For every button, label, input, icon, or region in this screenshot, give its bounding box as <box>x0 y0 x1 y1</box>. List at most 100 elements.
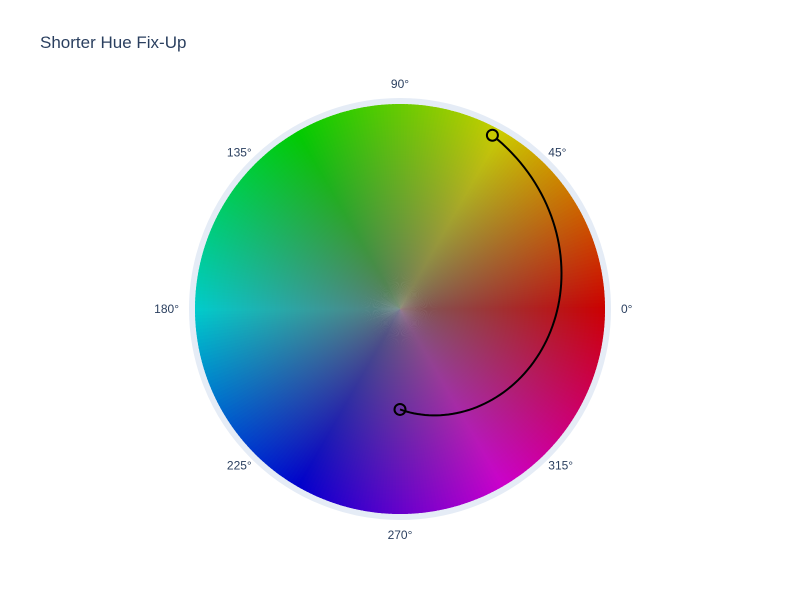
hue-wedge <box>325 309 400 503</box>
hue-wedge <box>400 124 495 310</box>
hue-wedge <box>400 309 554 450</box>
hue-wedge <box>400 309 604 343</box>
hue-wedge <box>220 205 400 309</box>
hue-wedge <box>296 309 400 489</box>
hue-wedge <box>356 309 400 511</box>
hue-wedge <box>400 115 475 309</box>
hue-wedge <box>400 173 558 309</box>
hue-wedge <box>200 254 400 309</box>
hue-wedge <box>400 163 549 309</box>
hue-wedge <box>400 149 533 309</box>
hue-wedge <box>400 151 536 309</box>
hue-wedge <box>254 309 400 458</box>
hue-wedge <box>400 309 595 381</box>
hue-wedge <box>246 168 400 309</box>
hue-wedge <box>400 113 468 309</box>
hue-wedge <box>400 104 412 309</box>
hue-wedge <box>215 214 400 309</box>
hue-wedge <box>400 105 434 309</box>
hue-wedge <box>400 121 488 309</box>
hue-wedge <box>400 309 590 394</box>
hue-wedge <box>272 309 400 474</box>
hue-wedge <box>400 309 579 416</box>
hue-wedge <box>200 258 400 309</box>
hue-wedge <box>204 241 400 309</box>
hue-wedge <box>400 129 504 309</box>
hue-wedge <box>400 107 444 309</box>
hue-wedge <box>400 309 600 364</box>
hue-wedge <box>359 309 400 512</box>
hue-wedge <box>352 309 400 510</box>
hue-wedge <box>400 168 554 309</box>
angular-tick-label: 225° <box>227 458 252 472</box>
hue-wedge <box>262 309 400 465</box>
hue-wedge <box>259 155 400 309</box>
hue-wedge <box>400 309 530 472</box>
hue-wedge <box>264 309 400 467</box>
angular-tick-label: 45° <box>548 146 566 160</box>
hue-wedge <box>237 309 400 439</box>
hue-wedge <box>400 110 458 309</box>
hue-wedge <box>302 309 400 493</box>
hue-wedge <box>400 309 597 374</box>
hue-wedge <box>400 309 580 413</box>
hue-wedge <box>400 309 560 442</box>
hue-wedge <box>242 173 400 309</box>
hue-wedge <box>400 309 587 400</box>
start-marker <box>485 128 499 142</box>
hue-wedge <box>195 290 400 309</box>
hue-wedge <box>201 251 400 309</box>
hue-wedge <box>400 118 482 309</box>
hue-wedge <box>290 309 400 486</box>
hue-wheel <box>189 98 611 520</box>
hue-wedge <box>400 106 441 309</box>
hue-path <box>399 134 563 417</box>
hue-wedge <box>400 309 563 439</box>
hue-wedge <box>275 309 400 476</box>
hue-wedge <box>400 309 601 357</box>
hue-wedge <box>400 130 507 309</box>
hue-wedge <box>256 158 400 309</box>
hue-wedge <box>400 105 427 309</box>
hue-wedge <box>196 279 400 309</box>
hue-wedge <box>400 138 519 309</box>
end-marker <box>393 402 407 416</box>
angular-tick-label: 270° <box>388 528 413 542</box>
hue-wedge <box>400 134 513 309</box>
hue-wedge <box>400 112 465 309</box>
hue-wedge <box>221 202 400 309</box>
hue-wedge <box>400 160 546 309</box>
hue-wedge <box>400 104 423 310</box>
angular-tick-label: 180° <box>154 302 179 316</box>
hue-wedge <box>400 309 575 422</box>
hue-wedge <box>400 309 546 458</box>
hue-wedge <box>242 309 400 445</box>
hue-wedge <box>197 268 400 309</box>
hue-wedge <box>377 309 400 514</box>
angular-tick-label: 135° <box>227 146 252 160</box>
hue-wedge <box>400 104 416 310</box>
hue-wedge <box>240 309 400 442</box>
hue-wedge <box>256 309 400 460</box>
hue-wedge <box>218 208 400 309</box>
hue-wedge <box>370 309 400 513</box>
hue-wedge <box>244 309 400 447</box>
hue-wedge <box>213 218 400 309</box>
hue-wedge <box>400 111 461 309</box>
hue-wedge <box>315 309 400 499</box>
hue-wedge <box>366 309 400 513</box>
hue-wedge <box>400 142 525 309</box>
hue-wedge <box>400 155 541 309</box>
hue-wedge <box>400 309 588 397</box>
hue-path-line <box>399 134 563 417</box>
hue-wedge <box>400 309 533 469</box>
chart-title: Shorter Hue Fix-Up <box>40 33 187 52</box>
hue-wedge <box>400 179 563 309</box>
hue-wedge <box>259 309 400 463</box>
hue-wedge <box>328 309 400 504</box>
hue-wedge <box>209 227 400 309</box>
hue-wedge <box>400 309 600 360</box>
hue-wedge <box>400 309 585 404</box>
hue-wedge <box>305 309 400 494</box>
hue-wedge <box>400 309 591 391</box>
